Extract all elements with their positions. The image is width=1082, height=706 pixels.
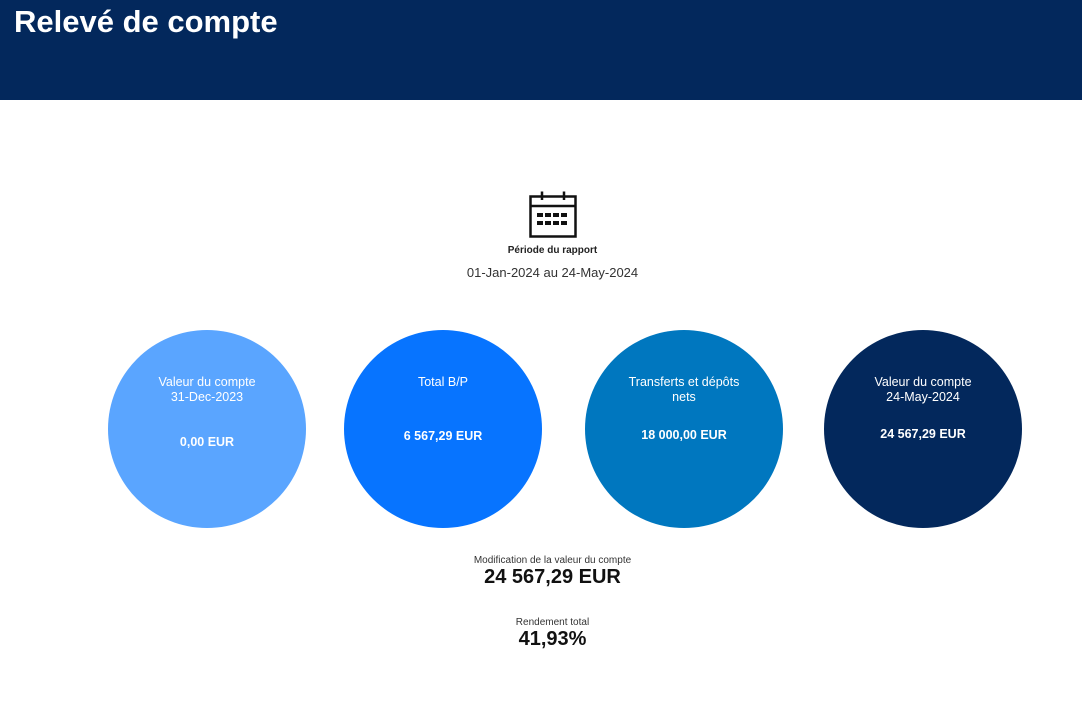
total-return: Rendement total 41,93% [0, 617, 1082, 650]
report-period: Période du rapport 01-Jan-2024 au 24-May… [0, 190, 1082, 280]
card-value: 18 000,00 EUR [641, 428, 727, 442]
card-start-value: Valeur du compte 31-Dec-2023 0,00 EUR [108, 330, 306, 528]
card-title-line1: Valeur du compte [874, 375, 972, 389]
card-total-pl: Total B/P 6 567,29 EUR [344, 330, 542, 528]
card-title-line1: Total B/P [417, 375, 469, 389]
account-value-change: Modification de la valeur du compte 24 5… [0, 555, 1082, 588]
change-value: 24 567,29 EUR [484, 566, 621, 588]
calendar-icon [528, 191, 577, 238]
period-value: 01-Jan-2024 au 24-May-2024 [466, 265, 639, 280]
card-value: 6 567,29 EUR [403, 429, 483, 443]
card-title-line2: nets [672, 390, 696, 404]
page-header: Relevé de compte [0, 0, 1082, 100]
page-title: Relevé de compte [14, 4, 278, 39]
card-value: 0,00 EUR [179, 435, 235, 449]
return-value: 41,93% [518, 628, 587, 650]
card-value: 24 567,29 EUR [880, 427, 966, 441]
card-title-line2: 24-May-2024 [886, 390, 960, 404]
card-end-value: Valeur du compte 24-May-2024 24 567,29 E… [824, 330, 1022, 528]
return-label: Rendement total [515, 617, 590, 628]
card-title-line1: Valeur du compte [158, 375, 256, 389]
period-label: Période du rapport [507, 245, 598, 256]
card-title-line2: 31-Dec-2023 [170, 390, 244, 404]
change-label: Modification de la valeur du compte [473, 555, 632, 566]
card-net-transfers: Transferts et dépôts nets 18 000,00 EUR [585, 330, 783, 528]
card-title-line1: Transferts et dépôts [628, 375, 740, 389]
